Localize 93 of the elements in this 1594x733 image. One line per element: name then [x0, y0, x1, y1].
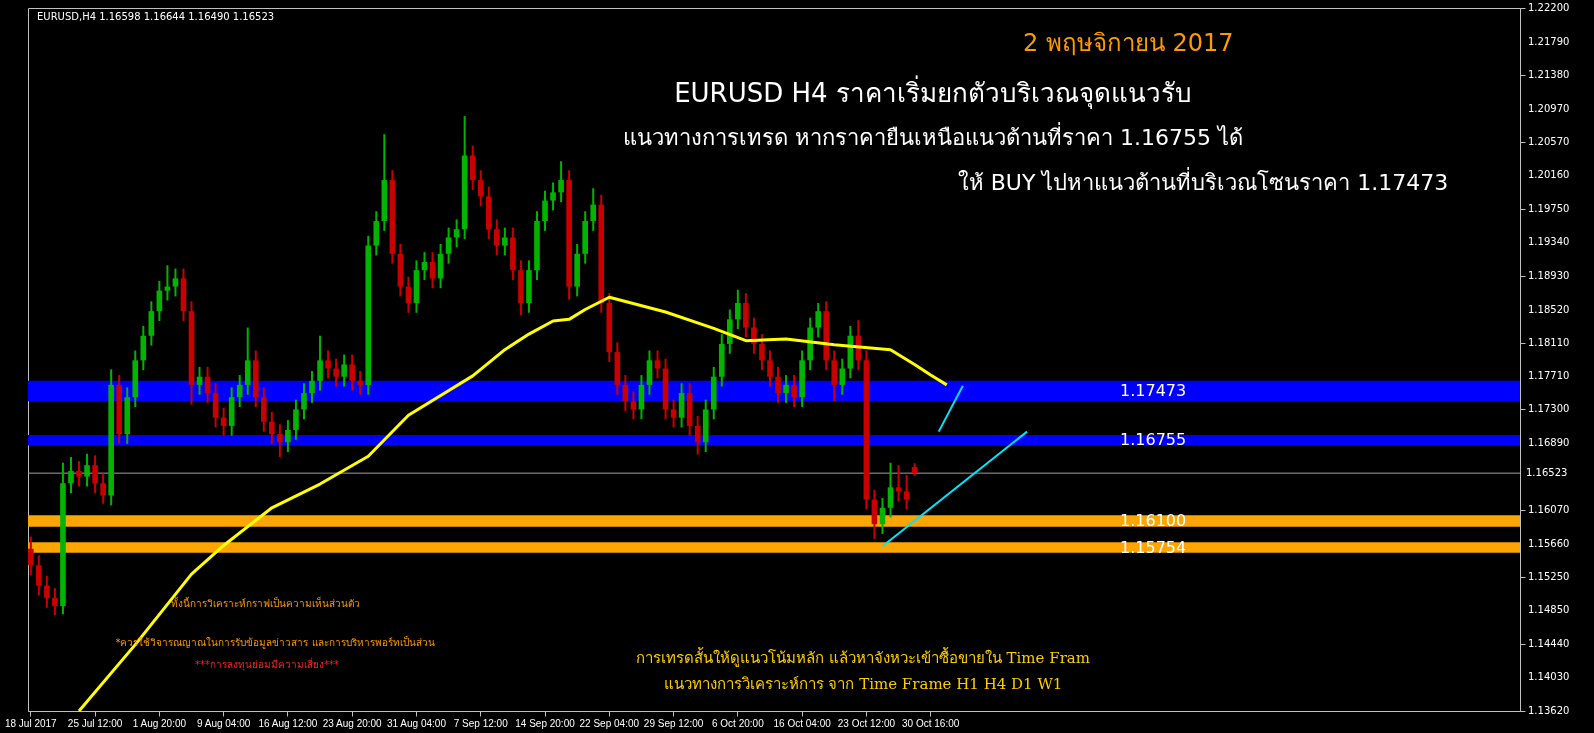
band-label: 1.16100 [1120, 510, 1187, 530]
candlestick [477, 169, 484, 208]
candlestick [815, 301, 821, 339]
candlestick [28, 535, 34, 576]
y-tick-label: 1.18110 [1528, 337, 1570, 349]
candlestick [590, 187, 597, 232]
y-tick-label: 1.15660 [1528, 537, 1570, 549]
y-tick-label: 1.20570 [1528, 135, 1570, 147]
candlestick [301, 382, 307, 421]
x-tick-label: 23 Aug 20:00 [322, 717, 383, 729]
y-tick-label: 1.13620 [1528, 705, 1570, 716]
annotation: 2 พฤษจิกายน 2017 [1023, 29, 1234, 57]
candlestick [839, 357, 846, 396]
ref-line-label: 1.16523 [1526, 467, 1568, 479]
candlestick [100, 472, 106, 505]
candlestick [759, 333, 765, 372]
annotation: ***การลงทุนย่อมมีความเสี่ยง*** [195, 657, 339, 671]
y-tick-label: 1.17710 [1528, 369, 1570, 381]
candlestick [285, 419, 291, 454]
y-tick-label: 1.17300 [1528, 403, 1570, 415]
y-tick-label: 1.14440 [1528, 637, 1570, 649]
candlestick [494, 218, 500, 257]
x-tick-label: 9 Aug 04:00 [196, 717, 251, 729]
candlestick [92, 454, 98, 495]
y-tick-label: 1.21790 [1528, 35, 1570, 47]
candlestick [357, 369, 364, 396]
y-tick-label: 1.19340 [1528, 236, 1570, 248]
candlestick [333, 357, 339, 388]
x-tick-label: 16 Aug 12:00 [258, 717, 318, 729]
band-label: 1.17473 [1120, 381, 1187, 401]
x-tick-label: 18 Jul 2017 [4, 717, 58, 729]
annotation: ให้ BUY ไปหาแนวต้านที่บริเวณโซนราคา 1.17473 [957, 167, 1449, 195]
x-tick-label: 7 Sep 12:00 [453, 717, 509, 729]
y-tick-label: 1.20970 [1528, 102, 1570, 114]
candlestick [767, 349, 773, 388]
candlestick [76, 460, 82, 488]
y-tick-label: 1.14850 [1528, 604, 1570, 616]
candlestick [269, 410, 275, 445]
candlestick [791, 374, 797, 409]
candlestick [84, 452, 90, 488]
x-tick-label: 29 Sep 12:00 [643, 717, 704, 729]
candlestick [445, 226, 452, 265]
candlestick [309, 369, 315, 404]
annotation: การเทรดสั้นให้ดูแนวโน้มหลัก แล้วหาจังหวะเข้าซื้อขายใน Time Fram [636, 647, 1090, 667]
annotation: EURUSD,H4 1.16598 1.16644 1.16490 1.16523 [37, 11, 275, 22]
y-tick-label: 1.21380 [1528, 69, 1570, 81]
x-tick-label: 23 Oct 12:00 [837, 717, 896, 729]
annotation: ทั้งนี้การวิเคราะห์กราฟเป็นความเห็นส่วนตัว [170, 596, 360, 609]
y-tick-label: 1.15250 [1528, 571, 1570, 583]
candlestick [735, 288, 741, 331]
candlestick [550, 181, 556, 212]
candlestick [341, 353, 347, 388]
candlestick [903, 474, 910, 511]
candlestick [36, 554, 42, 597]
candlestick [670, 398, 677, 429]
candlestick [775, 365, 781, 404]
text: แนวทางการเทรด หากราคายืนเหนือแนวต้านที่ราคา 1.16755 ได้ [623, 122, 1243, 150]
y-tick-label: 1.16070 [1528, 504, 1570, 516]
candlestick [349, 353, 355, 392]
candlestick [502, 226, 508, 257]
y-tick-label: 1.19750 [1528, 202, 1570, 214]
x-tick-label: 22 Sep 04:00 [579, 717, 640, 729]
candlestick [277, 423, 283, 458]
candlestick [654, 349, 661, 380]
annotation: แนวทางการวิเคราะห์การ จาก Time Frame H1 H4 D1 W1 [663, 675, 1063, 693]
band-label: 1.15754 [1120, 537, 1187, 557]
candlestick [325, 349, 331, 380]
candlestick [293, 398, 299, 441]
x-tick-label: 31 Aug 04:00 [386, 717, 447, 729]
x-tick-label: 30 Oct 16:00 [902, 717, 960, 729]
x-tick-label: 16 Oct 04:00 [773, 717, 832, 729]
candlestick [44, 574, 50, 609]
y-tick-label: 1.16890 [1528, 437, 1570, 449]
text: EURUSD H4 ราคาเริ่มยกตัวบริเวณจุดแนวรับ [674, 75, 1192, 109]
band-label: 1.16755 [1120, 430, 1187, 450]
candlestick [317, 334, 323, 392]
y-tick-label: 1.18930 [1528, 269, 1570, 281]
candlestick [542, 189, 548, 232]
x-tick-label: 25 Jul 12:00 [67, 717, 123, 729]
y-tick-label: 1.18520 [1528, 303, 1570, 315]
candlestick [172, 267, 179, 298]
y-tick-label: 1.20160 [1528, 169, 1570, 181]
candlestick [52, 587, 58, 617]
candlestick [887, 461, 894, 519]
candlestick [68, 456, 74, 495]
candlestick [783, 374, 789, 404]
candlestick [558, 160, 564, 204]
candlestick [236, 374, 243, 409]
y-tick-label: 1.14030 [1528, 671, 1570, 683]
x-tick-label: 6 Oct 20:00 [711, 717, 765, 729]
x-tick-label: 1 Aug 20:00 [132, 717, 187, 729]
x-tick-label: 14 Sep 20:00 [515, 717, 576, 729]
y-tick-label: 1.22200 [1528, 2, 1570, 13]
